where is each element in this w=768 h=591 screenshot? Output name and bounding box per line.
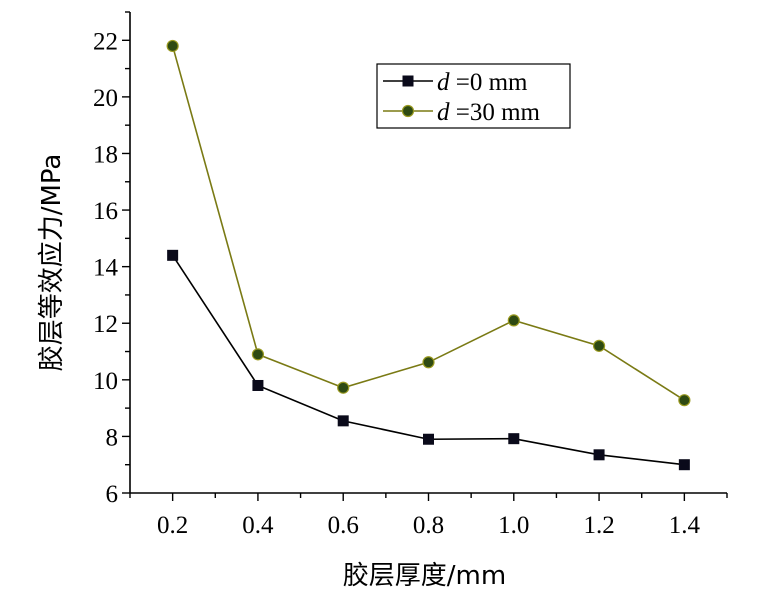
y-tick-label: 10 <box>93 368 118 395</box>
legend-label: d =0 mm <box>437 69 528 96</box>
data-point-square <box>593 449 605 461</box>
y-axis-title: 胶层等效应力/MPa <box>37 154 67 372</box>
y-tick-label: 20 <box>93 85 118 112</box>
data-point-square <box>508 433 520 445</box>
legend-item-0: d =0 mm <box>383 69 528 96</box>
data-point-square <box>167 249 179 261</box>
x-tick-label: 1.4 <box>669 512 701 539</box>
axes: 6 8 10 12 14 16 18 20 22 0.2 0.4 0.6 0.8 1.0 1.2 1.4 <box>93 11 728 539</box>
data-point-circle <box>507 314 520 327</box>
legend-item-1: d =30 mm <box>383 99 541 126</box>
y-tick-label: 14 <box>93 255 119 282</box>
data-point-circle <box>592 339 606 352</box>
x-tick-label: 0.4 <box>242 512 274 539</box>
x-tick-label: 1.2 <box>583 512 614 539</box>
series-1 <box>166 39 691 407</box>
y-tick-label: 12 <box>93 311 118 338</box>
x-axis-title: 胶层厚度/mm <box>343 561 506 591</box>
x-tick-label: 1.0 <box>498 512 529 539</box>
series-layer <box>166 39 691 471</box>
data-point-circle <box>166 39 179 53</box>
series-0 <box>167 249 690 471</box>
x-tick-label: 0.8 <box>413 512 444 539</box>
legend-label: d =30 mm <box>437 99 541 126</box>
y-tick-label: 18 <box>93 141 118 168</box>
data-point-square <box>252 379 264 391</box>
data-point-square <box>678 459 690 471</box>
data-point-circle <box>422 356 435 369</box>
y-tick-label: 6 <box>106 481 119 508</box>
legend-label-text: =30 mm <box>456 99 541 126</box>
x-tick-label: 0.6 <box>328 512 359 539</box>
legend-marker-square <box>402 75 414 87</box>
legend-box <box>376 63 571 129</box>
data-point-square <box>337 415 349 427</box>
data-point-circle <box>678 394 691 407</box>
y-tick-label: 8 <box>106 424 119 451</box>
legend: d =0 mmd =30 mm <box>376 63 571 129</box>
data-point-circle <box>337 381 350 394</box>
legend-label-text: =0 mm <box>456 69 528 96</box>
legend-label-var: d <box>437 99 456 126</box>
legend-label-var: d <box>437 69 456 96</box>
y-tick-label: 16 <box>93 198 118 225</box>
y-tick-label: 22 <box>93 28 118 55</box>
data-point-square <box>423 433 434 445</box>
legend-marker-circle <box>401 104 415 118</box>
x-tick-label: 0.2 <box>157 512 188 539</box>
data-point-circle <box>251 348 265 361</box>
